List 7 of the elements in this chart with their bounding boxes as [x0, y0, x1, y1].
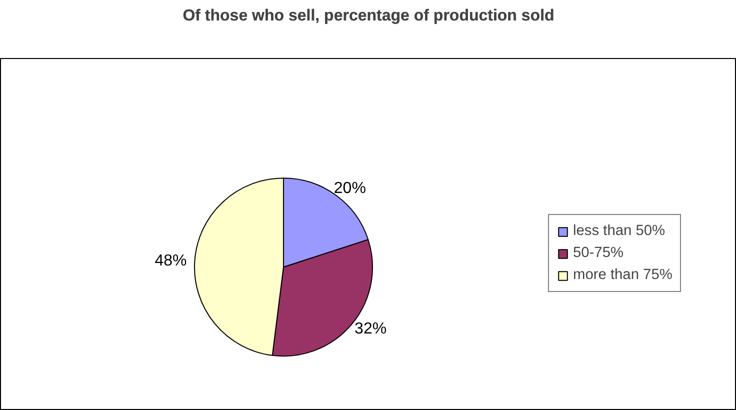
- legend-label: more than 75%: [573, 267, 672, 283]
- legend-label: less than 50%: [573, 223, 666, 239]
- data-label: 48%: [154, 252, 187, 270]
- chart-title: Of those who sell, percentage of production sold: [182, 8, 554, 24]
- data-label: 32%: [354, 320, 387, 338]
- data-label: 20%: [334, 180, 366, 198]
- legend-label: 50-75%: [573, 245, 624, 261]
